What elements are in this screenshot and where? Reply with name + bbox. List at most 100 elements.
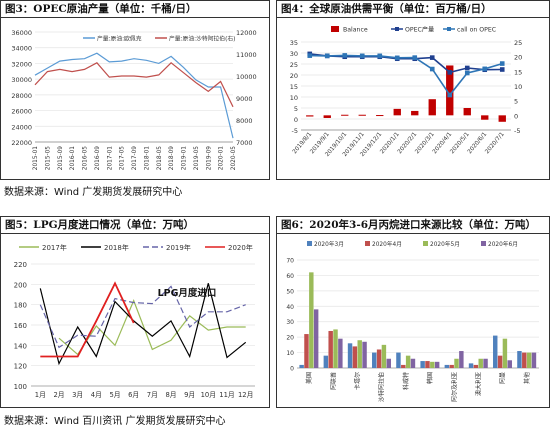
series-bar — [459, 351, 464, 368]
y-tick-label-left: 30000 — [11, 76, 32, 84]
y-tick-label-left: 26000 — [11, 108, 32, 116]
x-tick-label: 2015-09 — [58, 146, 64, 171]
balance-bar — [358, 114, 366, 116]
y-tick-label: 0 — [290, 366, 294, 373]
chart-title: 图3：OPEC原油产量（单位：千桶/日） — [1, 1, 269, 18]
x-tick-label: 2020-05 — [231, 146, 237, 171]
x-tick-label: 2017-05 — [120, 146, 126, 171]
y-tick-label: 30 — [286, 319, 294, 326]
y-tick-label: 60 — [286, 273, 294, 280]
legend-label: call on OPEC — [457, 27, 496, 34]
legend-label: 2019年 — [166, 243, 191, 252]
x-tick-label: 2016-01 — [70, 146, 76, 171]
balance-bar — [428, 99, 436, 116]
series-line — [39, 283, 247, 366]
series-bar — [338, 338, 343, 368]
x-tick-label: 2018-05 — [157, 146, 163, 171]
y-tick-label-right: 25 — [514, 39, 522, 47]
legend-label: 产量:原油:欧佩克 — [97, 35, 142, 43]
y-tick-label-left: 10 — [290, 94, 298, 102]
y-tick-label: 70 — [286, 258, 294, 265]
y-tick-label: 100 — [14, 383, 27, 391]
y-tick-label: 40 — [286, 304, 294, 311]
series-bar — [517, 351, 522, 368]
series-bar — [362, 341, 367, 368]
series-marker — [447, 70, 453, 75]
series-marker — [342, 53, 348, 58]
series-bar — [493, 335, 498, 368]
series-bar — [386, 358, 391, 368]
balance-bar — [341, 114, 349, 116]
x-tick-label: 澳大利亚 — [475, 372, 483, 396]
legend-label: 2020年5月 — [430, 240, 460, 248]
x-tick-label: 其他 — [523, 372, 531, 384]
x-tick-label: 2015-01 — [33, 146, 39, 171]
series-bar — [468, 363, 474, 368]
legend-swatch — [481, 241, 486, 246]
y-tick-label-right: -5 — [514, 127, 520, 135]
y-tick-label-left: 20 — [290, 72, 298, 80]
y-tick-label-right: 8000 — [236, 117, 253, 125]
y-tick-label-left: 22000 — [11, 139, 32, 147]
series-line — [34, 52, 234, 139]
series-bar — [410, 358, 416, 368]
series-bar — [333, 329, 338, 368]
y-tick-label-left: 24000 — [11, 123, 32, 131]
series-marker — [499, 67, 505, 72]
x-tick-label: 2018-01 — [144, 146, 150, 171]
y-tick-label: 50 — [286, 288, 294, 295]
source-note-top: 数据来源：Wind 广发期货发展研究中心 — [4, 187, 183, 198]
chart-opec-production: 22000 24000 26000 28000 30000 32000 34000 36000… — [11, 29, 257, 171]
series-bar — [430, 361, 435, 368]
series-marker — [429, 66, 435, 72]
balance-bar — [376, 115, 384, 117]
y-tick-label-left: 0 — [294, 116, 298, 124]
series-bar — [507, 360, 512, 368]
series-bar — [372, 352, 377, 368]
chart-panel-lpg-imports: 图5：LPG月度进口情况（单位：万吨） 100 120 140 160 180 200 22… — [0, 216, 270, 408]
series-bar — [313, 309, 319, 368]
series-bar — [434, 361, 440, 368]
series-line — [309, 53, 503, 74]
x-tick-label: 卡塔尔 — [354, 372, 362, 390]
series-marker — [307, 53, 313, 58]
y-tick-label-left: 35 — [290, 39, 298, 47]
series-bar — [405, 355, 411, 368]
chart-title: 图6：2020年3-6月丙烷进口来源比较（单位：万吨） — [277, 217, 549, 234]
balance-bar — [393, 108, 401, 116]
x-tick-label: 8月 — [165, 391, 176, 399]
x-tick-label: 韩国 — [426, 372, 434, 384]
y-tick-label: 200 — [14, 281, 27, 289]
x-tick-label: 10月 — [201, 391, 216, 399]
y-tick-label-left: 34000 — [11, 45, 32, 53]
chart-propane-sources: 0 10 20 30 40 50 60 70 2020年3月 2020年4月 2020年5月 2020… — [286, 240, 539, 402]
series-bar — [449, 364, 454, 368]
y-tick-label-right: 12000 — [236, 29, 257, 37]
x-tick-label: 3月 — [72, 391, 83, 399]
series-marker — [412, 55, 418, 60]
series-marker — [324, 53, 330, 59]
series-bar — [304, 334, 309, 368]
y-tick-label: 20 — [286, 335, 294, 342]
series-bar — [454, 358, 459, 368]
series-marker — [447, 92, 453, 98]
x-tick-label: 美国 — [305, 372, 313, 384]
x-tick-label: 2016-05 — [83, 146, 89, 171]
series-line — [40, 281, 135, 358]
series-marker — [482, 66, 488, 72]
balance-bar — [446, 65, 454, 116]
x-tick-label: 12月 — [238, 391, 253, 399]
y-tick-label: 180 — [14, 302, 27, 310]
legend-label: 2020年3月 — [314, 240, 344, 248]
legend-label: Balance — [343, 27, 368, 34]
x-tick-label: 9月 — [184, 391, 195, 399]
y-tick-label-right: 11000 — [236, 51, 257, 59]
x-tick-label: 2月 — [53, 391, 64, 399]
y-tick-label-left: 5 — [294, 105, 298, 113]
series-bar — [396, 352, 401, 368]
legend-label: OPEC产量 — [405, 26, 434, 34]
series-bar — [444, 364, 450, 368]
legend-marker — [395, 27, 399, 31]
series-line — [39, 285, 246, 349]
series-bar — [309, 272, 314, 368]
